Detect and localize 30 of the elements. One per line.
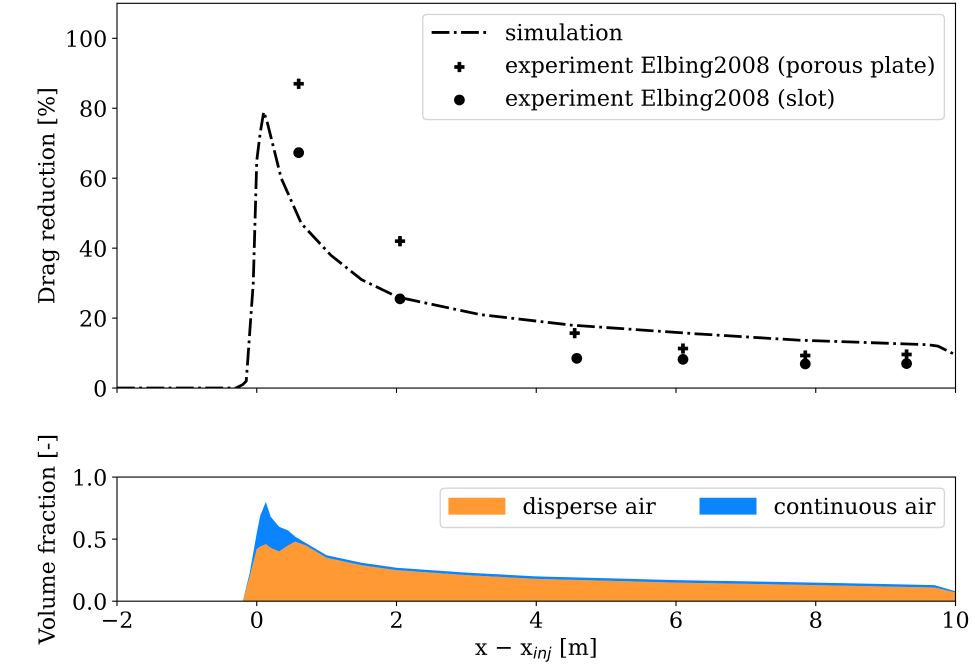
y-axis-title: Drag reduction [%] [37,89,60,303]
point [394,293,406,304]
legend-label: experiment Elbing2008 (porous plate) [506,56,934,78]
point [901,358,912,369]
x-tick-label: −2 [102,611,132,628]
x-tick-label: 0 [251,611,262,628]
point [571,352,582,364]
x-tick-label: 8 [810,611,822,628]
x-tick-label: 4 [530,611,542,628]
y-tick-label: 60 [80,170,106,187]
legend-label: continuous air [774,498,936,514]
x-tick-label: 2 [390,611,402,628]
x-axis-title: x − x$_{inj}$ [m] [475,638,596,662]
legend-label: disperse air [524,497,656,519]
legend-label: simulation [506,23,622,41]
y-axis-title: Volume fraction [-] [38,436,58,645]
y-tick-label: 80 [80,100,106,118]
y-tick-label: 0.5 [73,531,106,548]
x-tick-label: 10 [944,611,968,628]
legend-label: experiment Elbing2008 (slot) [506,88,834,111]
y-tick-label: 0 [94,380,106,397]
y-tick-label: 1.0 [74,469,106,486]
x-tick-label: 6 [670,611,682,628]
y-tick-label: 40 [80,240,106,257]
point [293,147,304,158]
y-tick-label: 0.0 [73,593,106,610]
point [678,354,688,365]
point [800,358,811,370]
y-tick-label: 100 [68,30,106,48]
y-tick-label: 20 [80,310,106,327]
